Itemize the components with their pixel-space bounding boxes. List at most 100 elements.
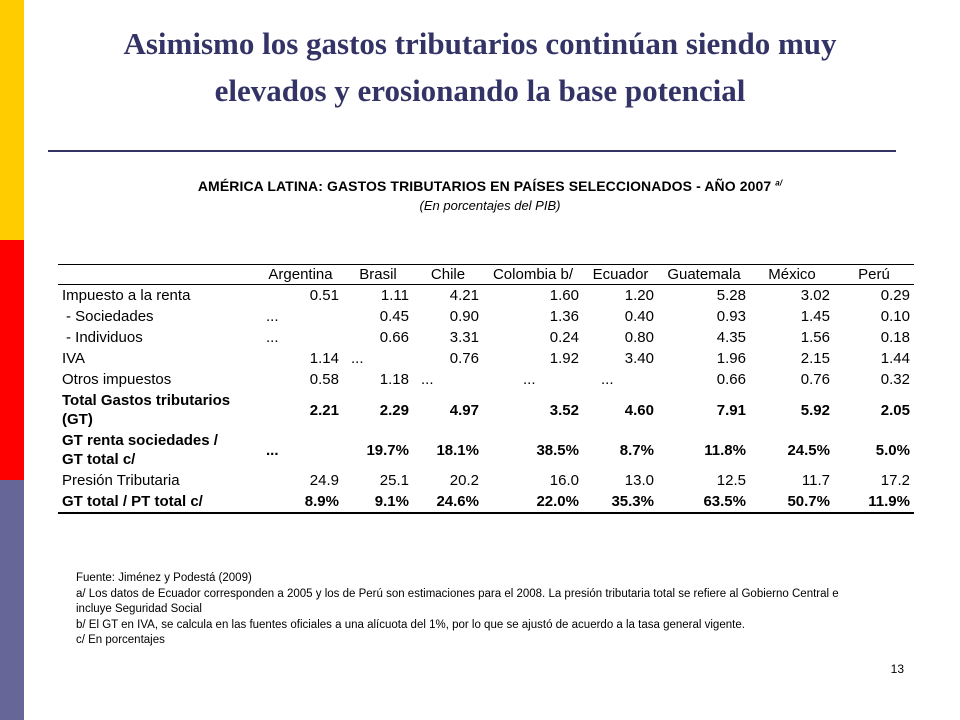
footnote-a: a/ Los datos de Ecuador corresponden a 2… xyxy=(76,587,839,616)
slide-title-line1: Asimismo los gastos tributarios continúa… xyxy=(123,26,837,61)
row-label-line2: GT total c/ xyxy=(62,451,136,468)
row-label: - Individuos xyxy=(66,329,143,346)
table-title-note: a/ xyxy=(775,178,783,188)
table-cell: 0.18 xyxy=(880,329,910,346)
row-label: Impuesto a la renta xyxy=(62,287,191,304)
table-cell: 25.1 xyxy=(379,472,409,489)
table-title-text: AMÉRICA LATINA: GASTOS TRIBUTARIOS EN PA… xyxy=(197,178,772,194)
table-cell: 2.21 xyxy=(309,401,339,419)
table-cell: 3.52 xyxy=(549,401,579,419)
table-cell: 0.80 xyxy=(624,329,654,346)
table-cell: 11.9% xyxy=(834,491,914,514)
table-cell: 1.20 xyxy=(624,287,654,304)
tax-expenditure-table: Argentina Brasil Chile Colombia b/ Ecuad… xyxy=(58,264,914,514)
slide-title: Asimismo los gastos tributarios continúa… xyxy=(60,20,900,114)
table-cell: 0.32 xyxy=(880,371,910,388)
table-cell: 8.7% xyxy=(619,441,654,459)
table-cell: 0.66 xyxy=(379,329,409,346)
row-label: IVA xyxy=(62,350,86,367)
table-cell: 11.8% xyxy=(704,441,746,459)
row-label: - Sociedades xyxy=(66,308,154,325)
table-cell: 2.29 xyxy=(379,401,409,419)
table-cell: 4.60 xyxy=(624,401,654,419)
column-header: Colombia b/ xyxy=(483,264,583,285)
table-row: Presión Tributaria 24.9 25.1 20.2 16.0 1… xyxy=(58,470,914,491)
table-cell: 0.24 xyxy=(549,329,579,346)
table-cell: 0.66 xyxy=(716,371,746,388)
table-cell: 0.90 xyxy=(449,308,479,325)
table-cell: 1.18 xyxy=(379,371,409,388)
table-cell: 5.28 xyxy=(716,287,746,304)
table-cell: 4.97 xyxy=(449,401,479,419)
table-cell: 1.44 xyxy=(880,350,910,367)
column-header: Guatemala xyxy=(658,264,750,285)
table-cell: 2.05 xyxy=(880,401,910,419)
table-cell: 7.91 xyxy=(716,401,746,419)
column-header: Chile xyxy=(413,264,483,285)
header-label-cell xyxy=(58,264,258,285)
table-cell: 0.58 xyxy=(309,371,339,388)
table-cell: 0.10 xyxy=(880,308,910,325)
row-label-line2: (GT) xyxy=(62,411,93,428)
table-cell: 0.45 xyxy=(379,308,409,325)
table-cell: 9.1% xyxy=(343,491,413,514)
table-cell: 8.9% xyxy=(258,491,343,514)
table-row-share: GT renta sociedades / GT total c/ ... 19.… xyxy=(58,430,914,470)
table-cell: 1.60 xyxy=(549,287,579,304)
table-cell: 3.02 xyxy=(800,287,830,304)
column-header: Brasil xyxy=(343,264,413,285)
table-cell: 5.92 xyxy=(800,401,830,419)
table-cell: 24.6% xyxy=(413,491,483,514)
page-number: 13 xyxy=(890,662,904,676)
source-note: Fuente: Jiménez y Podestá (2009) xyxy=(76,572,252,584)
column-header: Perú xyxy=(834,264,914,285)
table-cell: 17.2 xyxy=(880,472,910,489)
table-cell: 38.5% xyxy=(536,441,579,459)
row-label: GT total / PT total c/ xyxy=(58,491,258,514)
accent-bar-yellow xyxy=(0,0,24,240)
table-cell: 1.14 xyxy=(309,350,339,367)
column-header: Ecuador xyxy=(583,264,658,285)
table-cell: 4.35 xyxy=(716,329,746,346)
table-cell: 3.40 xyxy=(624,350,654,367)
table-cell: 12.5 xyxy=(716,472,746,489)
table-row: IVA 1.14 ... 0.76 1.92 3.40 1.96 2.15 1.… xyxy=(58,348,914,369)
table-cell: ... xyxy=(266,308,279,325)
table-cell: 0.76 xyxy=(449,350,479,367)
footnote-b: b/ El GT en IVA, se calcula en las fuent… xyxy=(76,618,745,631)
table-cell: ... xyxy=(266,329,279,346)
table-row: - Sociedades ... 0.45 0.90 1.36 0.40 0.9… xyxy=(58,306,914,327)
table-cell: 1.36 xyxy=(549,308,579,325)
table-cell: 0.40 xyxy=(624,308,654,325)
accent-bar-red xyxy=(0,240,24,480)
table-subtitle: (En porcentajes del PIB) xyxy=(419,198,561,213)
row-label: Total Gastos tributarios (GT) xyxy=(58,390,258,430)
table-cell: 5.0% xyxy=(875,441,910,459)
column-header: México xyxy=(750,264,834,285)
row-label-line1: Total Gastos tributarios xyxy=(62,392,231,409)
table-cell: 0.29 xyxy=(880,287,910,304)
table-cell: 1.45 xyxy=(800,308,830,325)
footnote-c: c/ En porcentajes xyxy=(76,634,165,646)
table-cell: 1.56 xyxy=(800,329,830,346)
table-cell: 1.96 xyxy=(716,350,746,367)
table-cell: 18.1% xyxy=(436,441,479,459)
table-cell: ... xyxy=(523,371,536,388)
table-cell: ... xyxy=(421,371,434,388)
table-cell: 1.92 xyxy=(549,350,579,367)
table-cell: ... xyxy=(601,371,614,388)
table-title: AMÉRICA LATINA: GASTOS TRIBUTARIOS EN PA… xyxy=(60,178,920,194)
table-cell: ... xyxy=(351,350,364,367)
table-cell: 13.0 xyxy=(624,472,654,489)
table-cell: 35.3% xyxy=(583,491,658,514)
table-cell: ... xyxy=(266,441,279,459)
table-footnotes: Fuente: Jiménez y Podestá (2009) a/ Los … xyxy=(76,571,876,649)
table-cell: 63.5% xyxy=(658,491,750,514)
table-cell: 16.0 xyxy=(549,472,579,489)
row-label-line1: GT renta sociedades / xyxy=(62,432,218,449)
table-row-total: Total Gastos tributarios (GT) 2.21 2.29 4… xyxy=(58,390,914,430)
table-cell: 24.5% xyxy=(787,441,830,459)
table-row: Impuesto a la renta 0.51 1.11 4.21 1.60 … xyxy=(58,285,914,307)
table-cell: 0.51 xyxy=(309,287,339,304)
accent-bar-blue xyxy=(0,480,24,720)
